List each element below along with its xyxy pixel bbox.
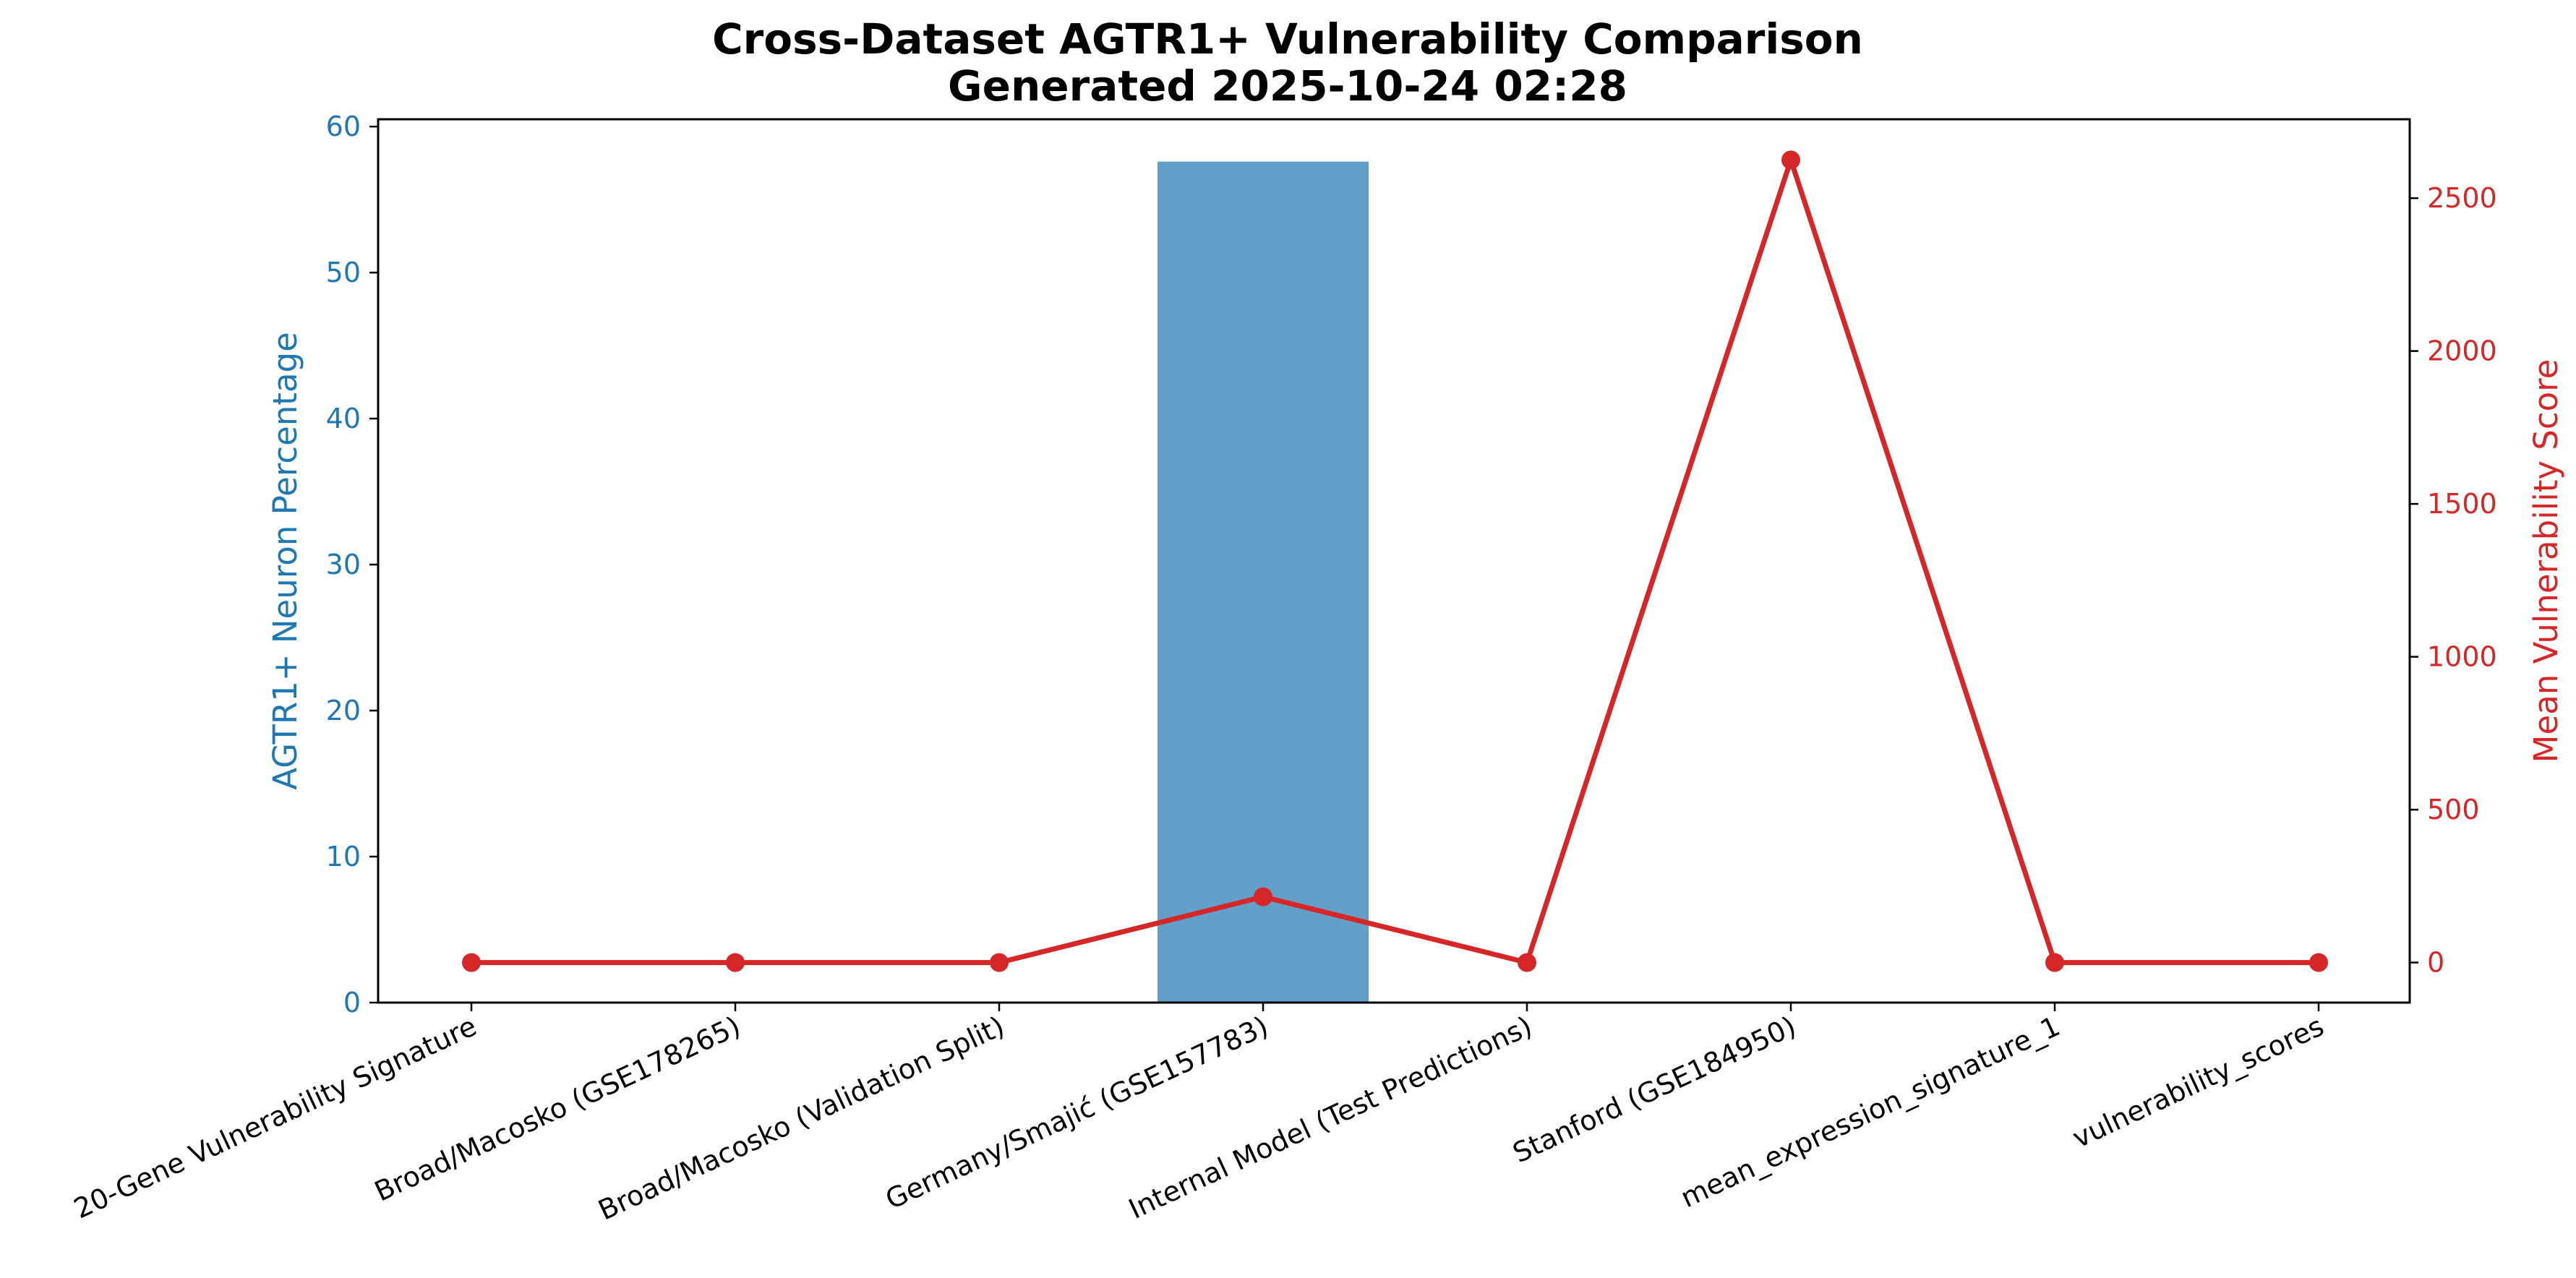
left-axis-label: AGTR1+ Neuron Percentage [266,332,304,790]
vulnerability-point-7 [2309,953,2328,972]
left-tick-label-0: 0 [343,987,361,1018]
right-tick-label-5: 2500 [2427,182,2497,214]
vulnerability-point-4 [1518,953,1536,972]
right-tick-label-2: 1000 [2427,641,2497,673]
vulnerability-point-2 [990,953,1009,972]
bar-3 [1158,161,1369,1003]
vulnerability-point-5 [1781,150,1800,170]
vulnerability-point-6 [2045,953,2064,972]
left-tick-label-1: 10 [326,841,361,872]
left-tick-label-5: 50 [326,257,361,288]
left-tick-label-2: 20 [326,695,361,726]
right-tick-label-3: 1500 [2427,488,2497,520]
plot-frame [377,118,2411,1004]
right-tick-label-1: 500 [2427,794,2480,825]
vulnerability-line [471,157,2319,966]
chart-title-line-1: Cross-Dataset AGTR1+ Vulnerability Compa… [712,14,1863,64]
left-tick-label-6: 60 [326,111,361,142]
right-axis-label: Mean Vulnerability Score [2527,359,2565,763]
left-tick-label-4: 40 [326,403,361,434]
vulnerability-point-3 [1254,887,1272,906]
left-tick-label-3: 30 [326,549,361,580]
right-tick-label-4: 2000 [2427,335,2497,367]
right-tick-label-0: 0 [2427,947,2444,979]
vulnerability-point-0 [462,953,481,972]
vulnerability-point-1 [726,953,745,972]
chart-title-line-2: Generated 2025-10-24 02:28 [948,61,1627,111]
